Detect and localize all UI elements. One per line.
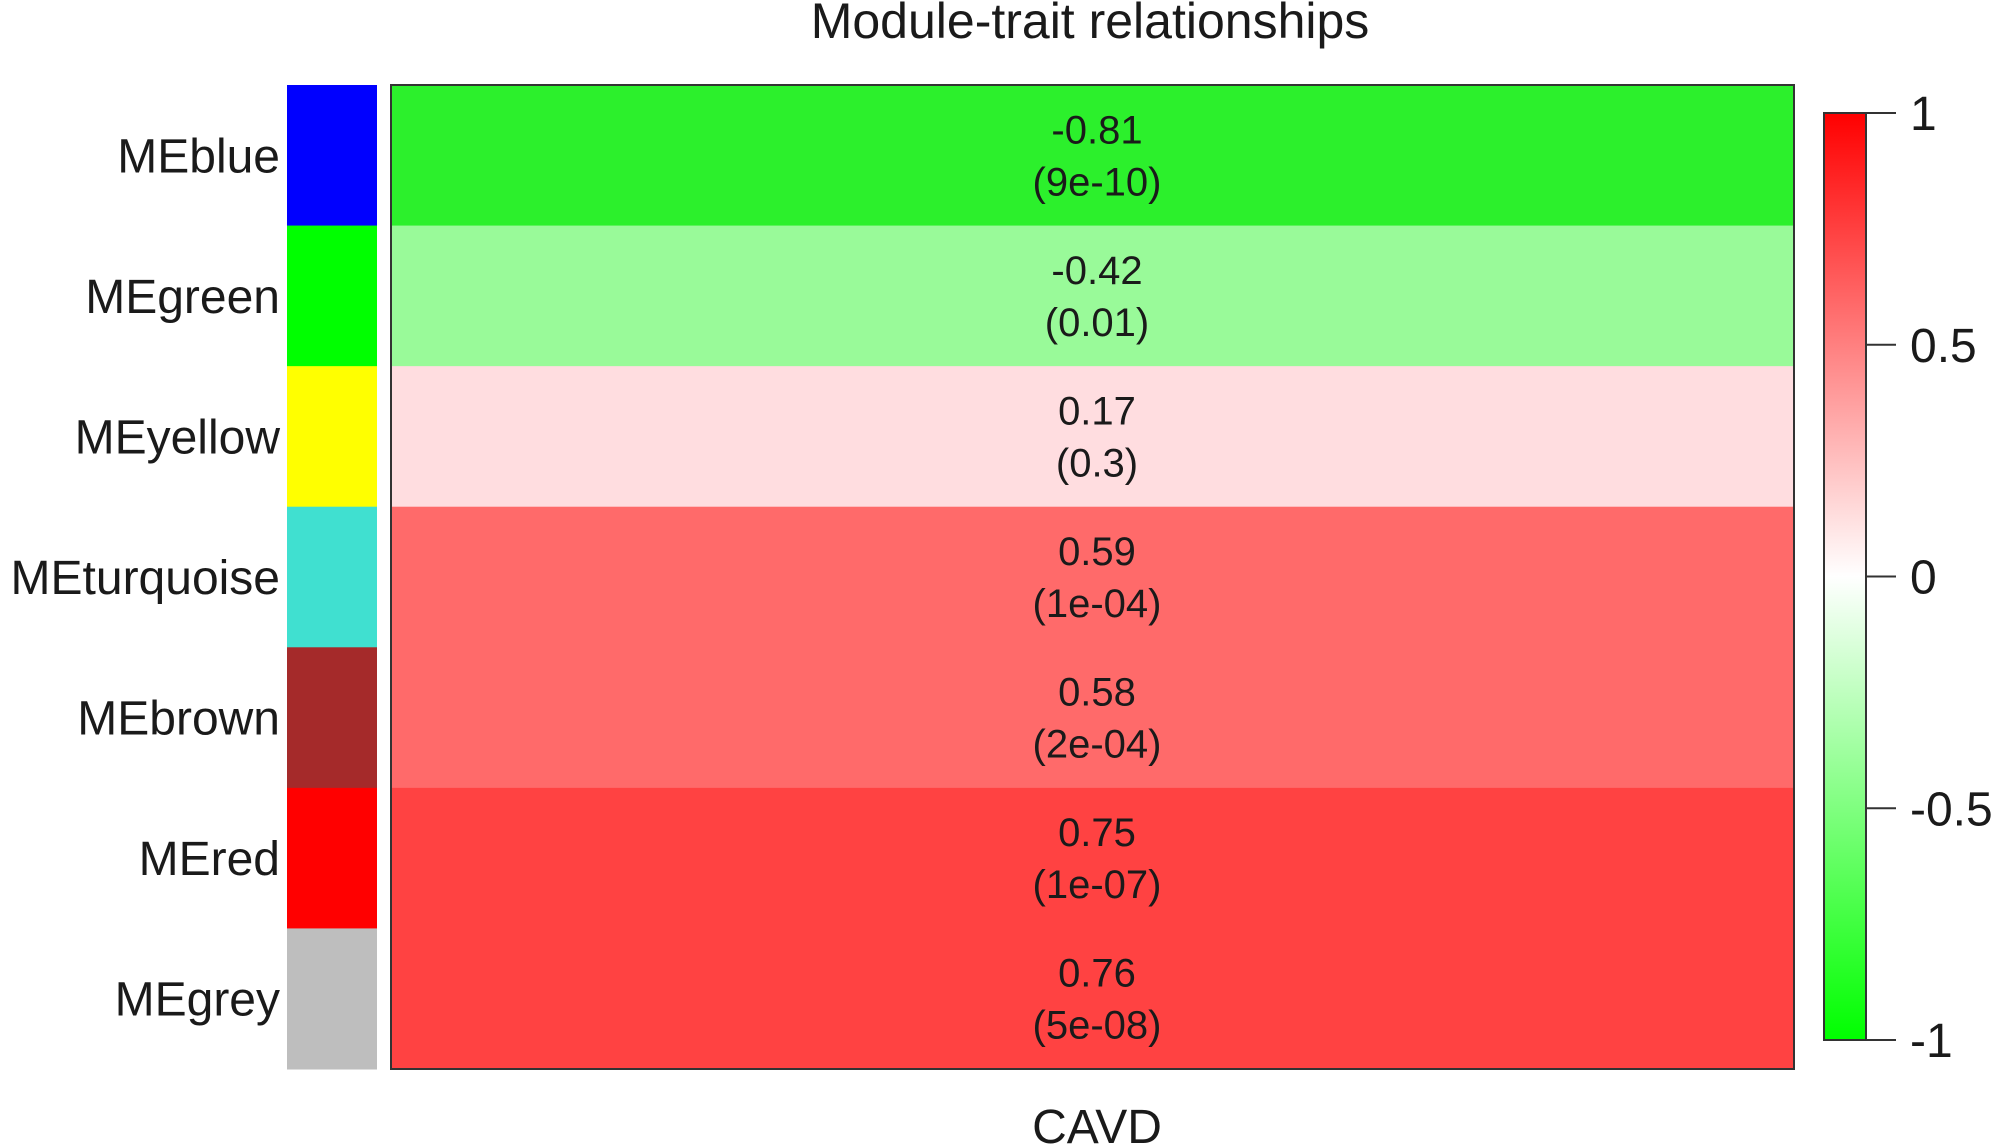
cell-value-mered: 0.75 [1058, 811, 1136, 855]
module-labels: MEblue MEgreen MEyellow MEturquoise MEbrown M… [11, 130, 281, 1026]
chart-title: Module-trait relationships [811, 0, 1370, 49]
colorbar-ticks: 1 0.5 0 -0.5 -1 [1866, 88, 1993, 1068]
heatmap-cell-mebrown [391, 647, 1794, 789]
module-strip-megreen [287, 225, 377, 367]
colorbar-tick-label: 0 [1910, 552, 1937, 605]
module-strip-mered [287, 787, 377, 929]
module-label-mered: MEred [139, 833, 280, 886]
module-strip-meblue [287, 85, 377, 227]
cell-pvalue-meblue: (9e-10) [1033, 160, 1162, 204]
cell-pvalue-megrey: (5e-08) [1033, 1004, 1162, 1048]
heatmap-cell-mered [391, 787, 1794, 929]
module-label-mebrown: MEbrown [77, 693, 280, 746]
cell-pvalue-meyellow: (0.3) [1056, 441, 1138, 485]
cell-pvalue-megreen: (0.01) [1045, 301, 1150, 345]
cell-value-meblue: -0.81 [1051, 108, 1142, 152]
module-strip-meturquoise [287, 506, 377, 648]
cell-value-mebrown: 0.58 [1058, 671, 1136, 715]
module-label-meblue: MEblue [117, 130, 280, 183]
cell-pvalue-mebrown: (2e-04) [1033, 723, 1162, 767]
cell-pvalue-mered: (1e-07) [1033, 863, 1162, 907]
heatmap-cell-megreen [391, 225, 1794, 367]
module-label-megreen: MEgreen [85, 271, 280, 324]
cell-value-megrey: 0.76 [1058, 952, 1136, 996]
module-label-megrey: MEgrey [115, 974, 280, 1027]
colorbar: 1 0.5 0 -0.5 -1 [1823, 88, 1993, 1068]
heatmap-cell-meyellow [391, 366, 1794, 508]
module-label-meyellow: MEyellow [75, 411, 281, 464]
colorbar-tick-label: -0.5 [1910, 783, 1993, 836]
module-strip-meyellow [287, 366, 377, 508]
colorbar-tick-label: 0.5 [1910, 320, 1977, 373]
module-strip-megrey [287, 928, 377, 1070]
heatmap-cells [391, 85, 1794, 1070]
cell-value-meyellow: 0.17 [1058, 389, 1136, 433]
cell-value-labels: -0.81 (9e-10) -0.42 (0.01) 0.17 (0.3) 0.59 (1e-… [1033, 108, 1162, 1047]
cell-value-megreen: -0.42 [1051, 249, 1142, 293]
colorbar-gradient [1823, 112, 1867, 1041]
colorbar-tick-label: 1 [1910, 88, 1937, 141]
heatmap-cell-meblue [391, 85, 1794, 227]
colorbar-tick-label: -1 [1910, 1015, 1953, 1068]
heatmap-cell-megrey [391, 928, 1794, 1070]
module-strip-mebrown [287, 647, 377, 789]
x-axis-label: CAVD [1032, 1101, 1162, 1147]
heatmap-cell-meturquoise [391, 506, 1794, 648]
heatmap-border [390, 84, 1795, 1070]
cell-pvalue-meturquoise: (1e-04) [1033, 582, 1162, 626]
module-color-strips [287, 85, 377, 1070]
module-label-meturquoise: MEturquoise [11, 552, 280, 605]
cell-value-meturquoise: 0.59 [1058, 530, 1136, 574]
